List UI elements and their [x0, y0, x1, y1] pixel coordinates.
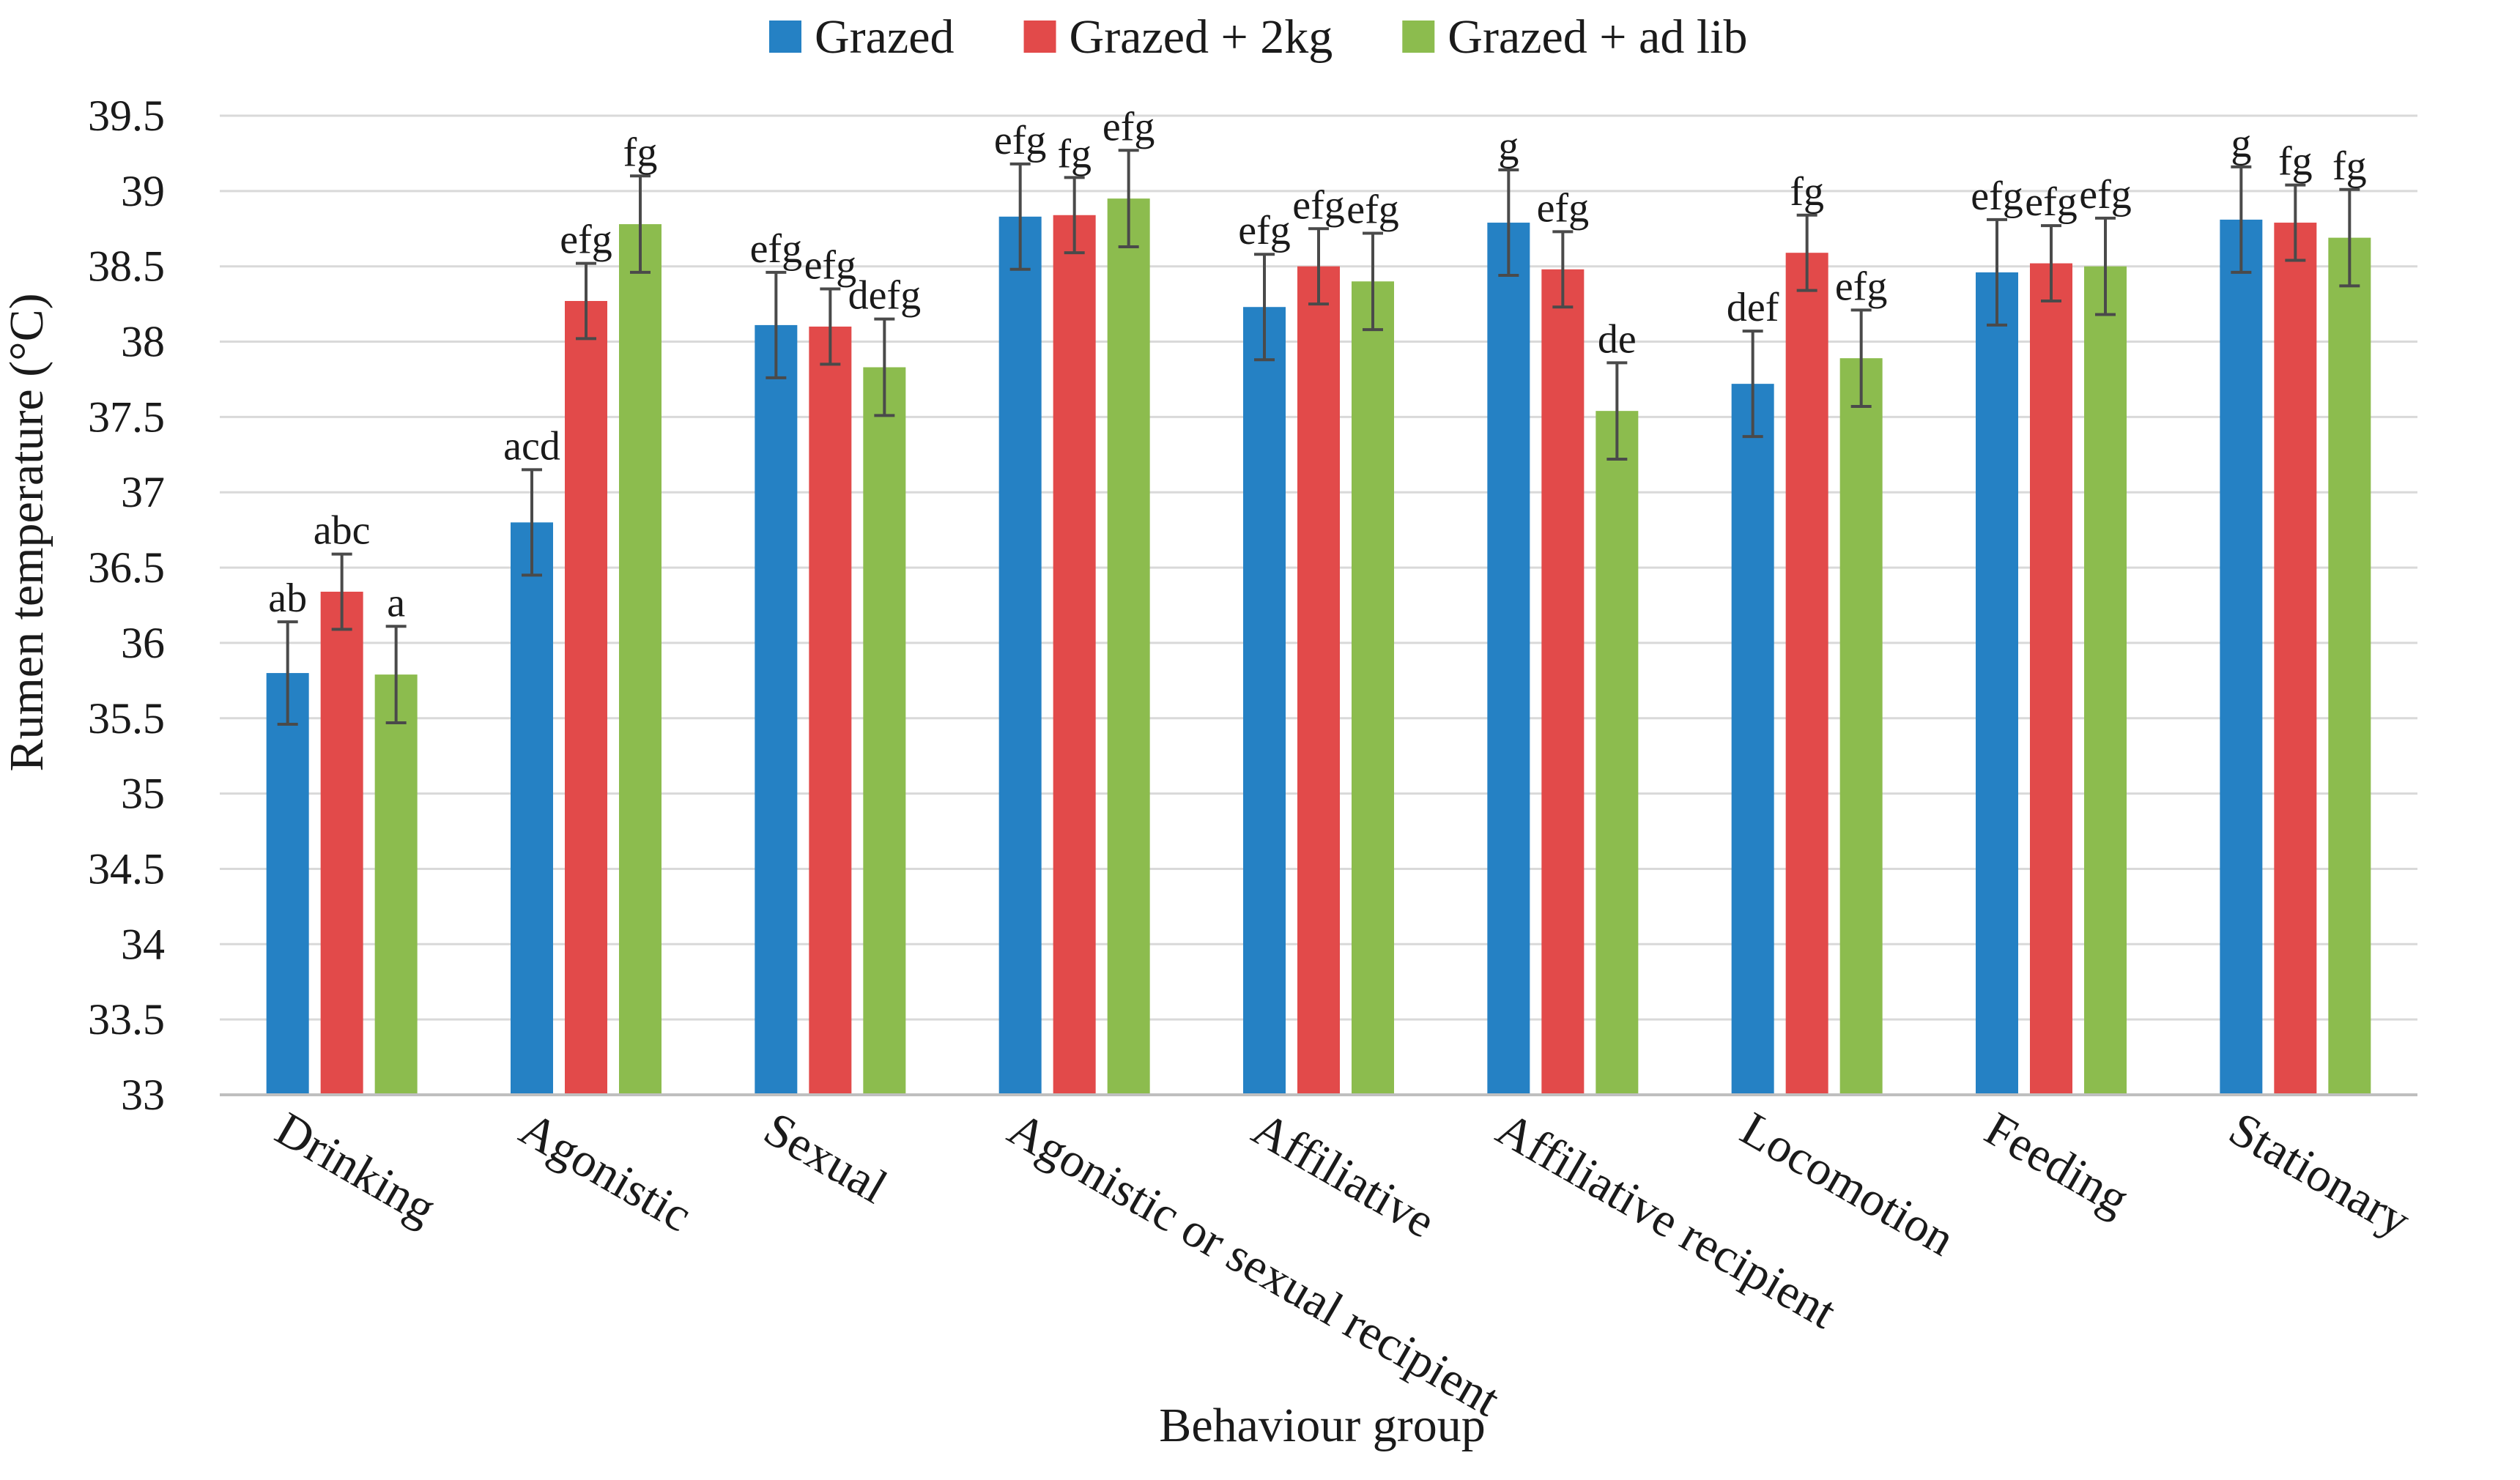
- bar: [1053, 215, 1096, 1095]
- category-label: Locomotion: [1732, 1102, 1963, 1267]
- error-bars: [277, 149, 2360, 726]
- category-labels: Drinking Agonistic Sexual Agonistic or sexu…: [267, 1102, 2419, 1427]
- category-label: Drinking: [267, 1102, 445, 1235]
- significance-label: defg: [848, 273, 922, 319]
- category-label: Stationary: [2220, 1102, 2419, 1248]
- category-label: Affiliative: [1244, 1102, 1445, 1249]
- y-tick-label: 38.5: [88, 242, 165, 291]
- legend: Grazed Grazed + 2kg Grazed + ad lib: [769, 10, 1748, 64]
- significance-label: abc: [314, 508, 371, 554]
- y-tick-label: 35.5: [88, 694, 165, 743]
- bar: [1107, 198, 1150, 1096]
- y-tick-label: 38: [121, 318, 165, 366]
- y-tick-label: 34.5: [88, 844, 165, 893]
- category-label: Sexual: [755, 1102, 896, 1214]
- y-axis-ticks: 33 33.5 34 34.5 35 35.5 36 36.5 37 37.5 38 38.5 39 39…: [88, 92, 165, 1119]
- bar: [2084, 266, 2127, 1095]
- legend-swatch: [769, 21, 801, 53]
- significance-label: de: [1598, 316, 1637, 362]
- y-tick-label: 39.5: [88, 92, 165, 140]
- legend-label: Grazed + 2kg: [1070, 10, 1333, 64]
- y-tick-label: 33.5: [88, 995, 165, 1044]
- significance-label: efg: [804, 243, 857, 289]
- significance-label: fg: [1057, 131, 1092, 176]
- bar: [266, 673, 309, 1095]
- significance-label: efg: [2025, 179, 2078, 225]
- bar: [2220, 219, 2263, 1095]
- significance-label: efg: [1537, 185, 1590, 231]
- significance-label: efg: [560, 217, 612, 263]
- significance-label: a: [387, 580, 405, 625]
- significance-label: efg: [994, 118, 1047, 163]
- bar: [1976, 272, 2018, 1095]
- significance-label: efg: [1971, 174, 2023, 219]
- bars: [266, 198, 2371, 1096]
- significance-label: efg: [1102, 104, 1155, 149]
- bar: [1297, 266, 1340, 1095]
- y-tick-label: 36: [121, 619, 165, 667]
- y-axis-title: Rumen temperature (°C): [0, 293, 53, 771]
- y-tick-label: 36.5: [88, 543, 165, 592]
- legend-label: Grazed + ad lib: [1448, 10, 1747, 64]
- legend-swatch: [1023, 21, 1056, 53]
- bar: [1243, 307, 1286, 1095]
- bar: [2328, 237, 2371, 1095]
- significance-label: efg: [1292, 182, 1345, 228]
- significance-label: ab: [268, 576, 307, 621]
- y-tick-label: 37: [121, 468, 165, 516]
- legend-swatch: [1402, 21, 1435, 53]
- y-tick-label: 35: [121, 770, 165, 818]
- significance-label: fg: [1790, 169, 1824, 215]
- bar: [2030, 263, 2072, 1095]
- y-tick-label: 34: [121, 920, 165, 968]
- significance-label: def: [1727, 285, 1779, 330]
- bar: [1596, 411, 1639, 1095]
- significance-label: efg: [2079, 172, 2132, 217]
- bar: [755, 324, 798, 1095]
- significance-label: fg: [2332, 144, 2367, 189]
- significance-label: g: [2231, 121, 2251, 166]
- significance-label: g: [1498, 124, 1519, 169]
- bar: [1352, 281, 1394, 1096]
- y-tick-label: 33: [121, 1071, 165, 1119]
- bar: [1785, 253, 1828, 1096]
- bar: [511, 522, 553, 1095]
- bar: [998, 216, 1042, 1095]
- category-label: Agonistic: [511, 1102, 701, 1243]
- bar: [1487, 223, 1530, 1096]
- bar: [619, 224, 662, 1096]
- legend-label: Grazed: [815, 10, 955, 64]
- significance-label: efg: [1835, 264, 1888, 309]
- significance-label: efg: [1238, 208, 1291, 253]
- x-axis-title: Behaviour group: [1159, 1399, 1485, 1452]
- significance-label: fg: [623, 130, 658, 175]
- significance-label: efg: [750, 226, 803, 272]
- bar: [2274, 223, 2317, 1096]
- significance-label: acd: [503, 423, 560, 469]
- significance-label: efg: [1346, 187, 1399, 232]
- bar: [1541, 269, 1585, 1095]
- bar: [863, 367, 906, 1095]
- bar: [1839, 358, 1883, 1095]
- significance-label: fg: [2278, 139, 2313, 185]
- y-tick-label: 37.5: [88, 393, 165, 441]
- bar: [809, 326, 852, 1095]
- bar: [565, 301, 607, 1096]
- category-label: Feeding: [1976, 1102, 2138, 1227]
- bar: [1731, 384, 1774, 1095]
- bar: [374, 674, 418, 1095]
- y-tick-label: 39: [121, 167, 165, 215]
- bar: [320, 591, 363, 1095]
